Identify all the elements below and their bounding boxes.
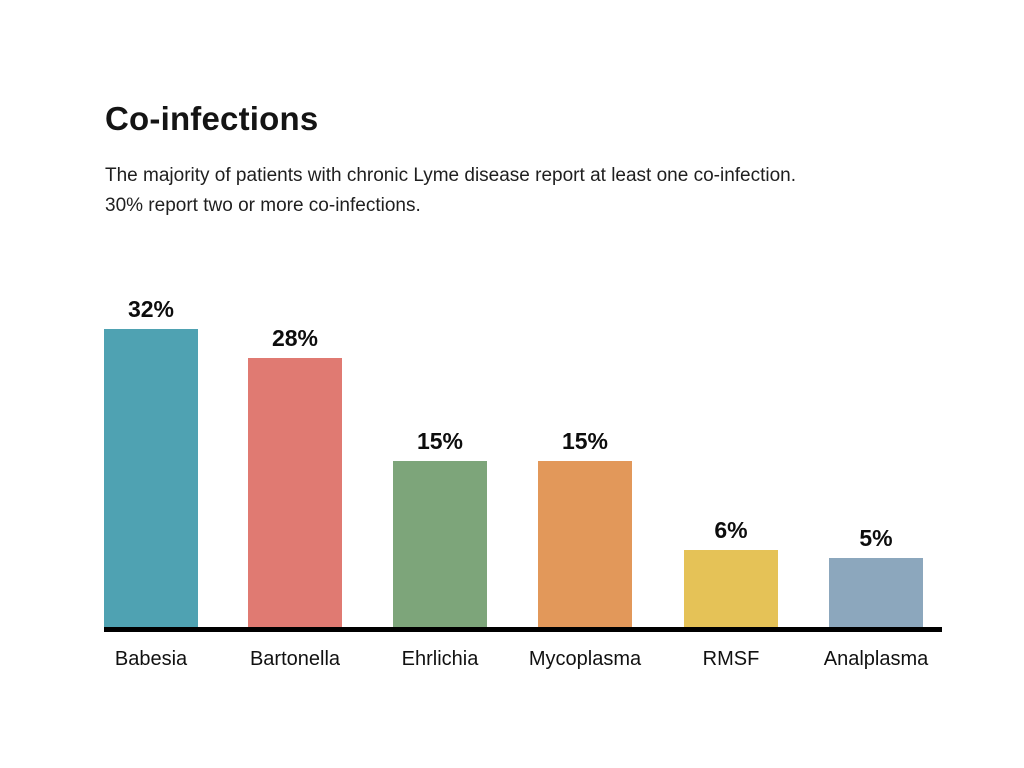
- bar-babesia: [104, 329, 198, 627]
- bar-category-label-ehrlichia: Ehrlichia: [401, 648, 479, 670]
- bar-value-label-rmsf: 6%: [714, 517, 748, 543]
- chart-subtitle-line2: 30% report two or more co-infections.: [105, 195, 421, 216]
- chart-subtitle-line1: The majority of patients with chronic Ly…: [105, 165, 797, 186]
- bar-analplasma: [829, 558, 923, 627]
- bar-category-label-bartonella: Bartonella: [249, 648, 341, 670]
- x-axis-line: [104, 627, 942, 632]
- bar-value-label-mycoplasma: 15%: [561, 428, 609, 454]
- bar-value-label-ehrlichia: 15%: [416, 428, 464, 454]
- bar-rmsf: [684, 550, 778, 627]
- chart-subtitle: The majority of patients with chronic Ly…: [105, 161, 796, 221]
- bar-bartonella: [248, 358, 342, 627]
- bar-value-label-babesia: 32%: [127, 296, 175, 322]
- bar-value-label-analplasma: 5%: [859, 525, 893, 551]
- bar-category-label-analplasma: Analplasma: [823, 648, 929, 670]
- bar-category-label-mycoplasma: Mycoplasma: [528, 648, 642, 670]
- bar-ehrlichia: [393, 461, 487, 627]
- page-title: Co-infections: [105, 100, 319, 137]
- bar-category-label-rmsf: RMSF: [702, 648, 760, 670]
- bar-mycoplasma: [538, 461, 632, 627]
- bar-value-label-bartonella: 28%: [271, 325, 319, 351]
- bar-category-label-babesia: Babesia: [114, 648, 188, 670]
